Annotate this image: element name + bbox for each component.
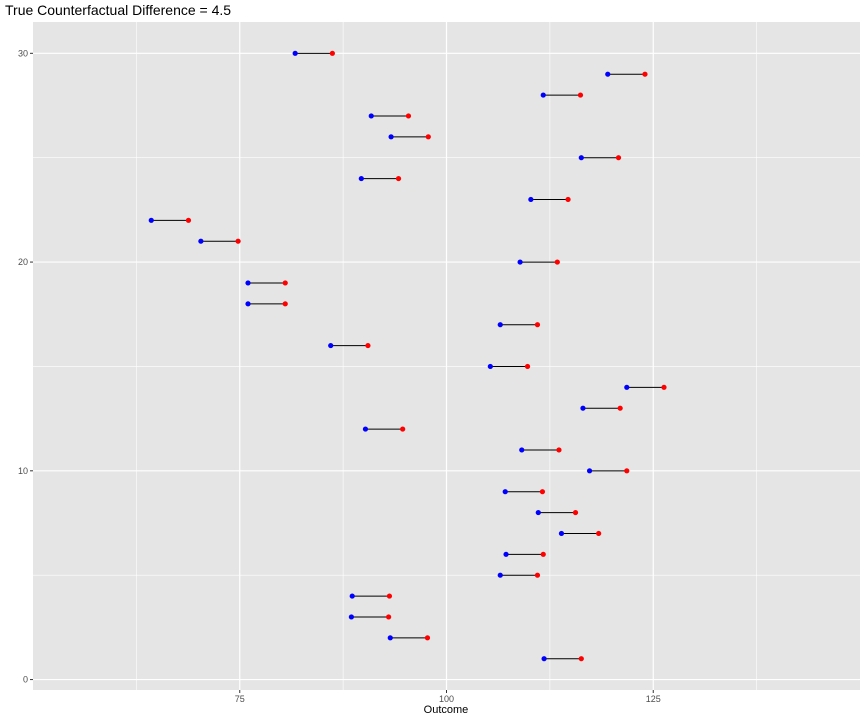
end-point (329, 50, 335, 56)
end-point (282, 301, 288, 307)
end-point (642, 71, 648, 77)
start-point (540, 92, 546, 98)
end-point (386, 593, 393, 599)
start-point (535, 509, 541, 516)
start-point (148, 217, 154, 223)
start-point (558, 530, 565, 537)
end-point (540, 551, 546, 557)
end-point (534, 572, 541, 578)
x-tick-label: 125 (646, 694, 661, 704)
start-point (487, 363, 493, 370)
start-point (497, 572, 503, 578)
end-point (554, 259, 560, 265)
start-point (519, 447, 525, 453)
end-point (572, 509, 579, 516)
end-point (661, 384, 667, 390)
end-point (400, 426, 406, 432)
end-point (615, 155, 622, 161)
end-point (624, 468, 630, 474)
end-point (282, 280, 288, 286)
start-point (541, 656, 547, 662)
start-point (368, 113, 374, 119)
end-point (539, 489, 546, 495)
grid-lines (33, 22, 860, 690)
start-point (328, 342, 334, 349)
start-point (528, 196, 534, 203)
start-point (349, 593, 355, 599)
y-tick-label: 30 (18, 48, 28, 58)
chart-title: True Counterfactual Difference = 4.5 (5, 2, 231, 18)
data-marks (148, 50, 667, 662)
end-point (424, 635, 431, 641)
end-point (185, 217, 192, 223)
start-point (245, 280, 251, 286)
start-point (578, 155, 584, 161)
x-axis-title: Outcome (424, 704, 469, 716)
x-tick-label: 75 (235, 694, 245, 704)
start-point (624, 384, 630, 390)
axes: 75 100 125 0 10 20 30 (18, 48, 661, 704)
end-point (365, 342, 371, 349)
start-point (586, 468, 593, 474)
end-point (577, 92, 584, 98)
end-point (578, 656, 584, 662)
start-point (580, 405, 586, 411)
start-point (605, 71, 611, 77)
start-point (387, 635, 393, 641)
y-tick-label: 20 (18, 257, 28, 267)
start-point (502, 489, 508, 495)
start-point (358, 175, 364, 182)
start-point (292, 50, 298, 56)
end-point (596, 530, 602, 537)
y-tick-label: 10 (18, 466, 28, 476)
end-point (524, 363, 531, 370)
end-point (617, 405, 623, 411)
start-point (497, 322, 503, 328)
start-point (362, 426, 369, 432)
start-point (348, 614, 354, 620)
end-point (395, 175, 402, 182)
end-point (386, 614, 392, 620)
end-point (405, 113, 412, 119)
end-point (556, 447, 562, 453)
end-point (425, 134, 431, 140)
end-point (534, 322, 541, 328)
start-point (503, 551, 509, 557)
start-point (198, 238, 204, 244)
x-tick-label: 100 (439, 694, 454, 704)
end-point (565, 196, 571, 203)
start-point (517, 259, 523, 265)
y-tick-label: 0 (23, 675, 28, 685)
start-point (388, 134, 394, 140)
start-point (245, 301, 251, 307)
end-point (235, 238, 241, 244)
